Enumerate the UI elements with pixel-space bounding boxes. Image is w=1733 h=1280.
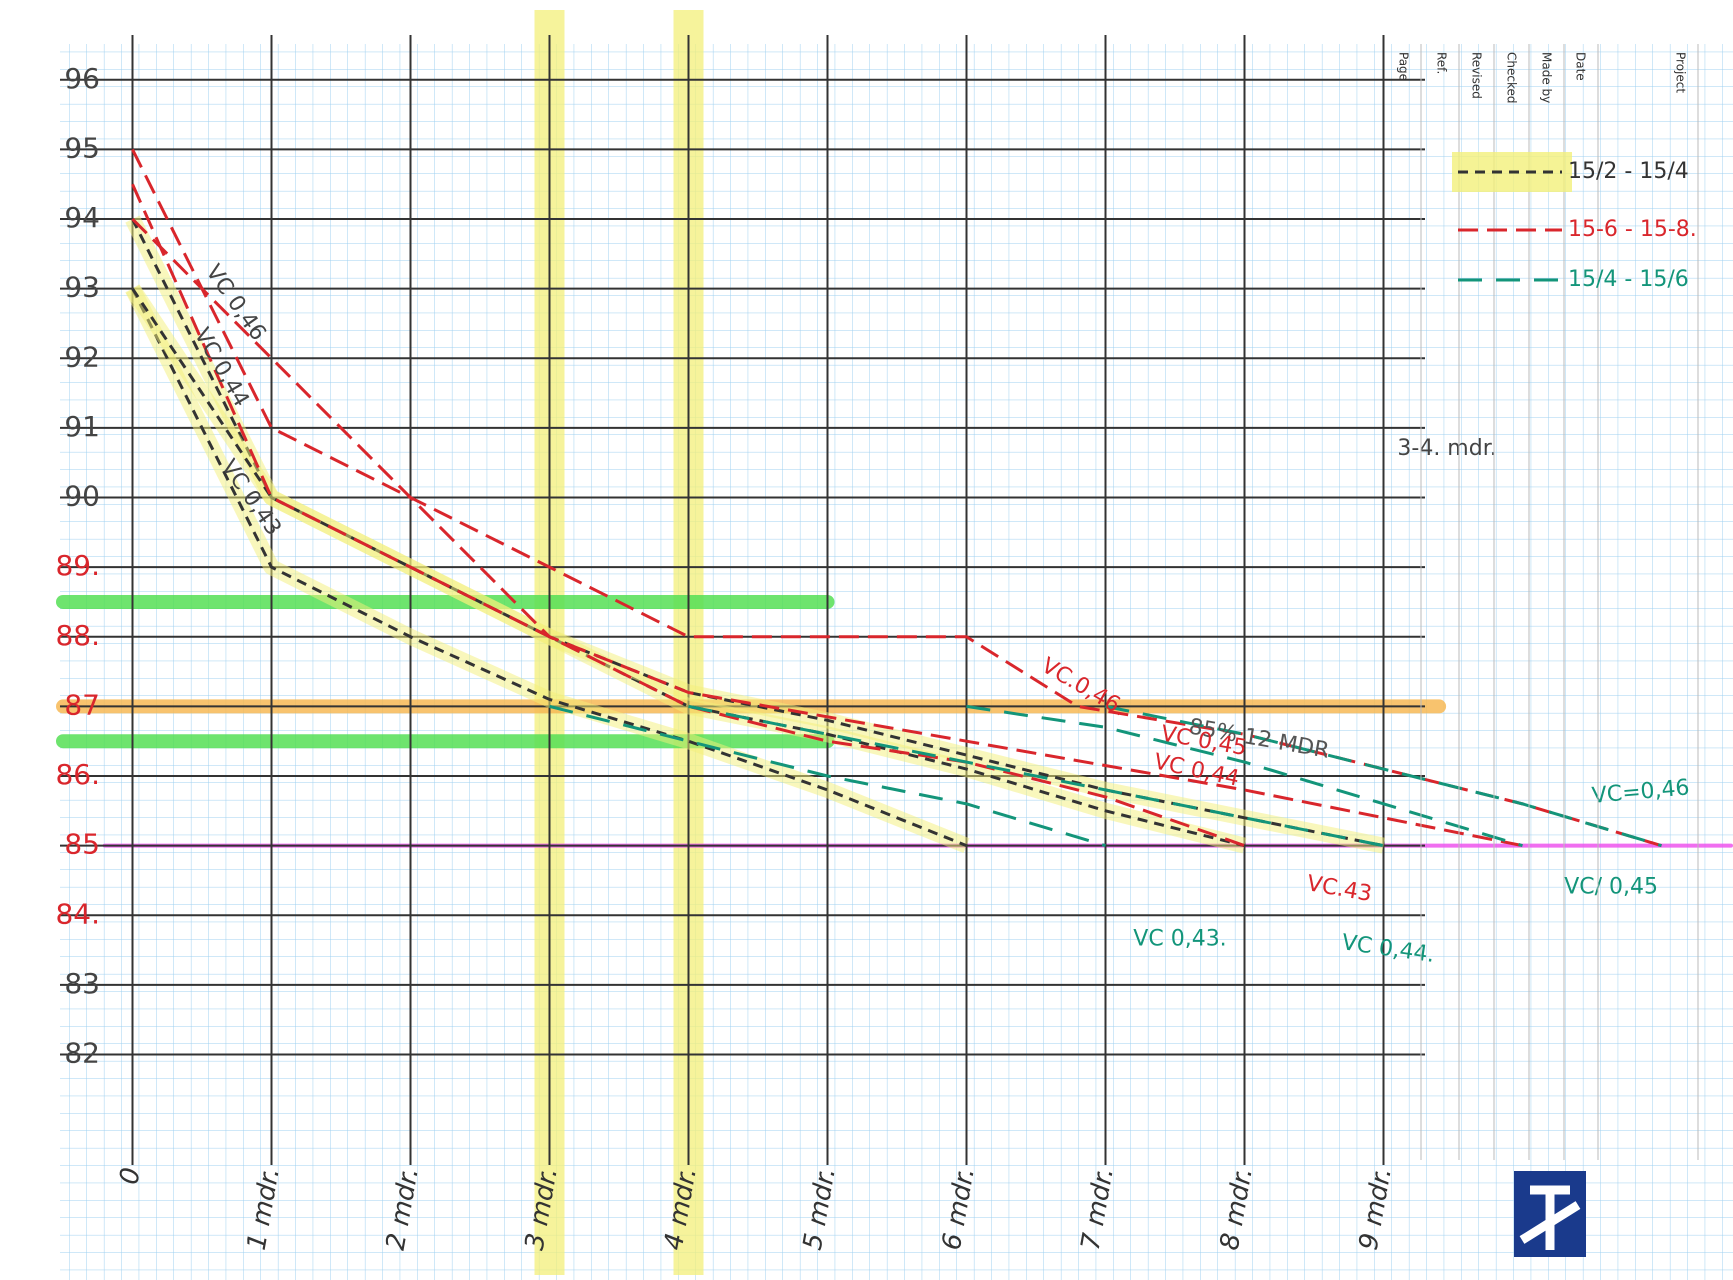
- legend-label: 15/2 - 15/4: [1568, 159, 1689, 184]
- header-label: Checked: [1505, 52, 1519, 104]
- y-tick-label: 86.: [55, 758, 100, 791]
- annotation: VC 0,43.: [1133, 927, 1226, 952]
- y-tick-label: 90: [64, 480, 100, 513]
- y-tick-label: 95: [64, 131, 100, 164]
- y-tick-label: 84.: [55, 897, 100, 930]
- header-label: Date: [1574, 52, 1588, 81]
- y-tick-label: 91: [64, 410, 100, 443]
- page: 828384.8586.8788.89.9091929394959601 mdr…: [0, 0, 1733, 1280]
- header-label: Page: [1397, 52, 1411, 81]
- y-tick-label: 85: [64, 828, 100, 861]
- header-label: Project: [1674, 52, 1688, 93]
- header-label: Ref.: [1435, 52, 1449, 74]
- legend-label: 15/4 - 15/6: [1568, 267, 1689, 292]
- y-tick-label: 83: [64, 967, 100, 1000]
- y-tick-label: 88.: [55, 619, 100, 652]
- legend-label: 15-6 - 15-8.: [1568, 217, 1697, 242]
- graph-paper: [60, 44, 1733, 1280]
- annotation: 3-4. mdr.: [1397, 436, 1496, 461]
- y-tick-label: 87: [64, 688, 100, 721]
- y-tick-label: 92: [64, 340, 100, 373]
- y-tick-label: 94: [64, 201, 100, 234]
- y-tick-label: 93: [64, 271, 100, 304]
- chart: 828384.8586.8788.89.9091929394959601 mdr…: [0, 0, 1733, 1280]
- header-label: Made by: [1540, 52, 1554, 103]
- annotation: VC/ 0,45: [1564, 874, 1658, 899]
- header-label: Revised: [1470, 52, 1484, 99]
- y-tick-label: 89.: [55, 549, 100, 582]
- y-tick-label: 96: [64, 62, 100, 95]
- y-tick-label: 82: [64, 1036, 100, 1069]
